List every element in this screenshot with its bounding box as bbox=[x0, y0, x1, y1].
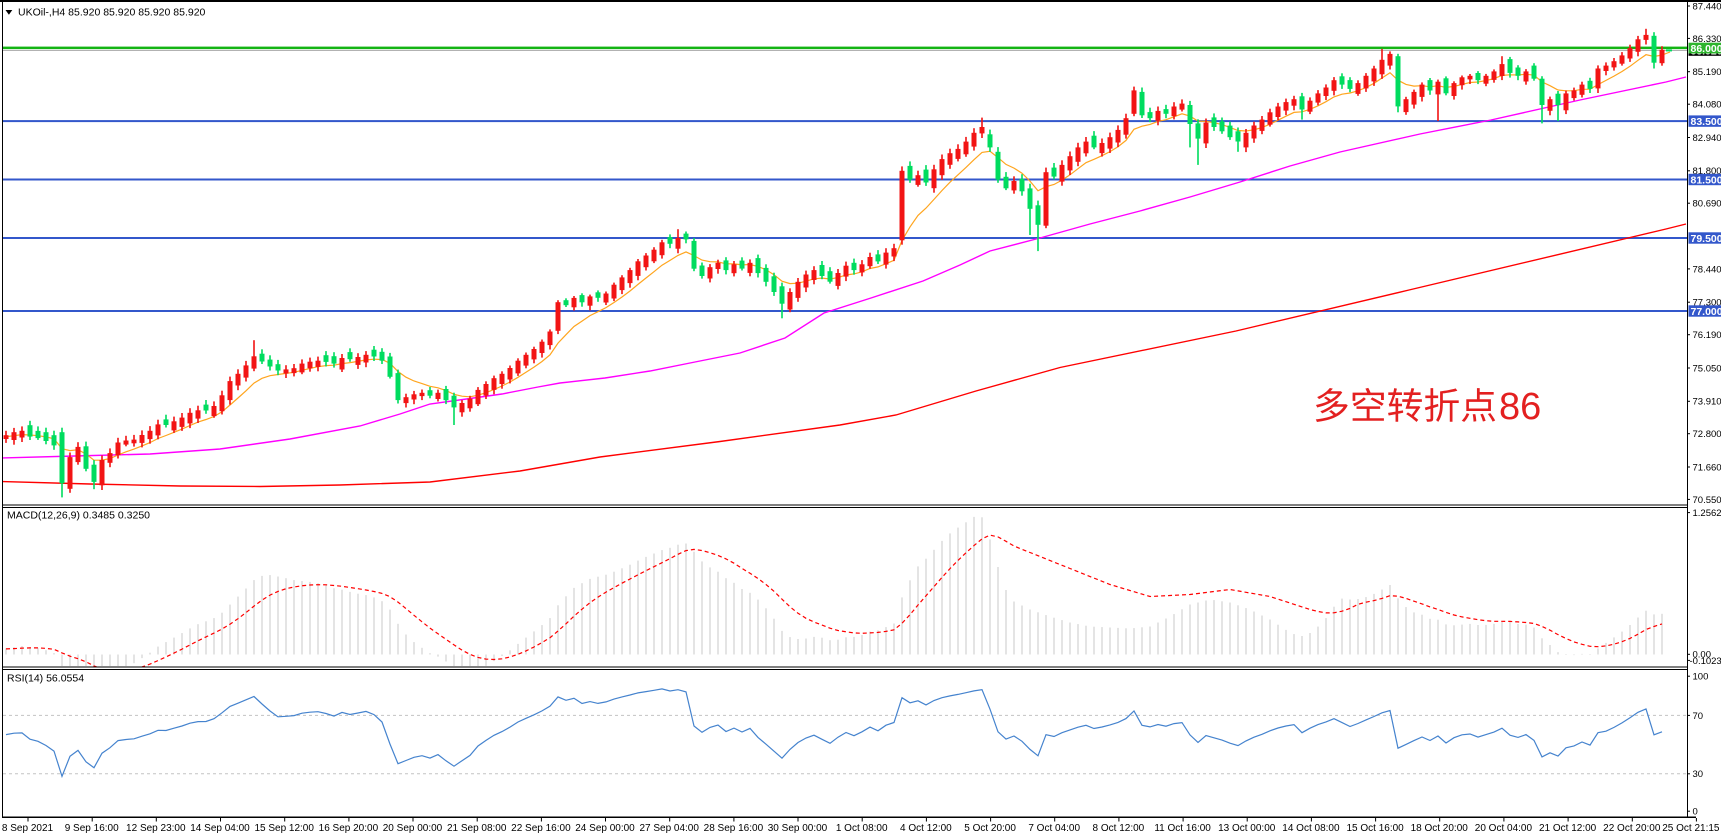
svg-text:73.910: 73.910 bbox=[1693, 397, 1721, 408]
svg-text:MACD(12,26,9) 0.3485 0.3250: MACD(12,26,9) 0.3485 0.3250 bbox=[7, 510, 150, 522]
svg-text:81.800: 81.800 bbox=[1693, 166, 1721, 177]
svg-text:81.500: 81.500 bbox=[1691, 175, 1721, 187]
svg-text:27 Sep 04:00: 27 Sep 04:00 bbox=[639, 823, 699, 834]
svg-text:24 Sep 00:00: 24 Sep 00:00 bbox=[575, 823, 635, 834]
svg-text:83.500: 83.500 bbox=[1691, 116, 1721, 128]
svg-text:84.080: 84.080 bbox=[1693, 100, 1721, 111]
svg-text:76.190: 76.190 bbox=[1693, 330, 1721, 341]
svg-text:21 Sep 08:00: 21 Sep 08:00 bbox=[447, 823, 507, 834]
svg-text:85.190: 85.190 bbox=[1693, 67, 1721, 78]
svg-text:18 Oct 20:00: 18 Oct 20:00 bbox=[1411, 823, 1469, 834]
svg-text:15 Sep 12:00: 15 Sep 12:00 bbox=[254, 823, 314, 834]
svg-text:86: 86 bbox=[1499, 386, 1541, 428]
svg-text:100: 100 bbox=[1693, 672, 1709, 683]
svg-text:14 Oct 08:00: 14 Oct 08:00 bbox=[1282, 823, 1340, 834]
svg-text:82.940: 82.940 bbox=[1693, 133, 1721, 144]
svg-text:22 Oct 20:00: 22 Oct 20:00 bbox=[1603, 823, 1661, 834]
svg-text:7 Oct 04:00: 7 Oct 04:00 bbox=[1028, 823, 1080, 834]
svg-text:30: 30 bbox=[1693, 769, 1704, 780]
svg-text:77.300: 77.300 bbox=[1693, 298, 1721, 309]
svg-text:5 Oct 20:00: 5 Oct 20:00 bbox=[964, 823, 1016, 834]
svg-text:25 Oct 21:15: 25 Oct 21:15 bbox=[1662, 823, 1720, 834]
svg-text:RSI(14) 56.0554: RSI(14) 56.0554 bbox=[7, 673, 84, 685]
svg-text:80.690: 80.690 bbox=[1693, 199, 1721, 210]
svg-text:15 Oct 16:00: 15 Oct 16:00 bbox=[1346, 823, 1404, 834]
svg-text:75.050: 75.050 bbox=[1693, 363, 1721, 374]
svg-text:70: 70 bbox=[1693, 711, 1704, 722]
svg-text:70.550: 70.550 bbox=[1693, 495, 1721, 506]
svg-text:86.000: 86.000 bbox=[1691, 43, 1721, 55]
svg-text:0.00: 0.00 bbox=[1693, 650, 1712, 661]
svg-text:72.800: 72.800 bbox=[1693, 429, 1721, 440]
svg-text:11 Oct 16:00: 11 Oct 16:00 bbox=[1154, 823, 1211, 834]
svg-text:20 Sep 00:00: 20 Sep 00:00 bbox=[383, 823, 443, 834]
svg-text:8 Oct 12:00: 8 Oct 12:00 bbox=[1093, 823, 1145, 834]
svg-text:12 Sep 23:00: 12 Sep 23:00 bbox=[126, 823, 186, 834]
svg-text:78.440: 78.440 bbox=[1693, 264, 1721, 275]
svg-text:14 Sep 04:00: 14 Sep 04:00 bbox=[190, 823, 250, 834]
svg-text:UKOil-,H4 85.920 85.920 85.92: UKOil-,H4 85.920 85.920 85.920 85.920 bbox=[18, 7, 206, 19]
svg-text:1 Oct 08:00: 1 Oct 08:00 bbox=[836, 823, 888, 834]
svg-text:0: 0 bbox=[1693, 807, 1698, 818]
svg-text:21 Oct 12:00: 21 Oct 12:00 bbox=[1539, 823, 1597, 834]
svg-text:8 Sep 2021: 8 Sep 2021 bbox=[2, 823, 54, 834]
svg-text:22 Sep 16:00: 22 Sep 16:00 bbox=[511, 823, 571, 834]
svg-text:1.2562: 1.2562 bbox=[1693, 508, 1721, 519]
svg-text:13 Oct 00:00: 13 Oct 00:00 bbox=[1218, 823, 1276, 834]
svg-text:28 Sep 16:00: 28 Sep 16:00 bbox=[704, 823, 764, 834]
svg-text:30 Sep 00:00: 30 Sep 00:00 bbox=[768, 823, 828, 834]
svg-text:79.500: 79.500 bbox=[1691, 233, 1721, 245]
svg-text:16 Sep 20:00: 16 Sep 20:00 bbox=[319, 823, 379, 834]
svg-text:71.660: 71.660 bbox=[1693, 462, 1721, 473]
svg-text:20 Oct 04:00: 20 Oct 04:00 bbox=[1475, 823, 1533, 834]
svg-text:87.440: 87.440 bbox=[1693, 1, 1721, 12]
svg-text:77.000: 77.000 bbox=[1691, 306, 1721, 318]
svg-text:-0.1023: -0.1023 bbox=[1690, 656, 1721, 667]
svg-text:9 Sep 16:00: 9 Sep 16:00 bbox=[65, 823, 119, 834]
svg-text:86.330: 86.330 bbox=[1693, 34, 1721, 45]
svg-text:4 Oct 12:00: 4 Oct 12:00 bbox=[900, 823, 952, 834]
